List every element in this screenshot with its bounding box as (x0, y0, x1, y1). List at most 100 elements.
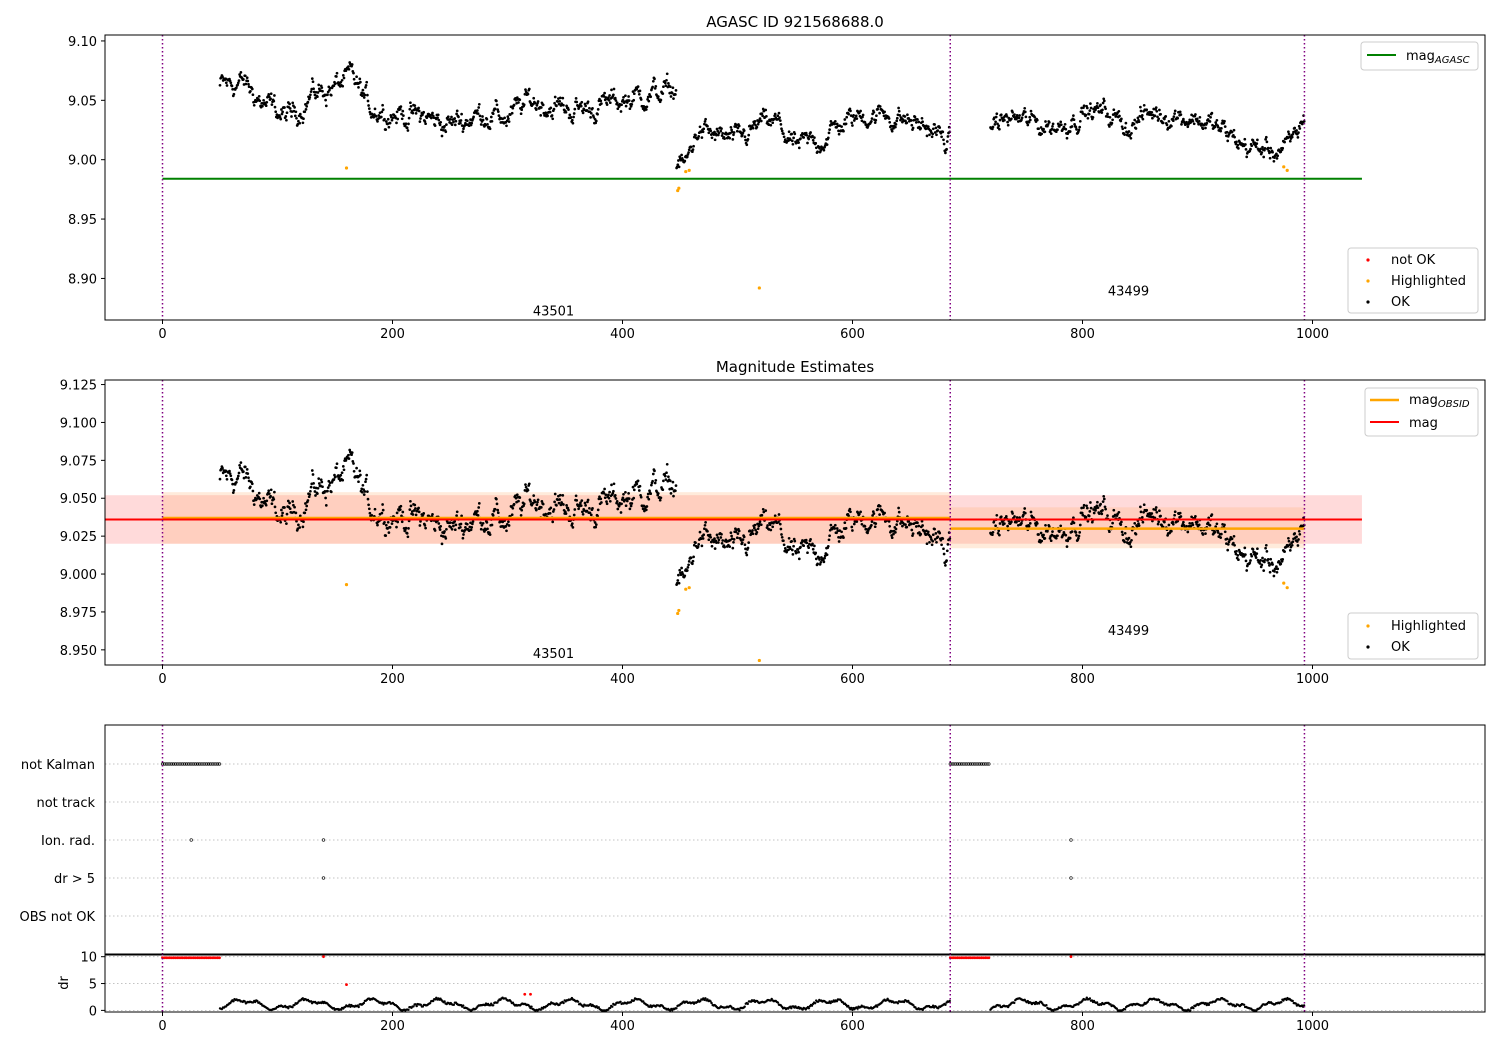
ok-point (381, 508, 385, 512)
dr-point (931, 1004, 935, 1007)
ok-point (424, 122, 427, 126)
ok-point (925, 134, 929, 138)
ok-point (654, 84, 658, 88)
ok-point (607, 496, 611, 500)
ok-point (400, 117, 404, 121)
ok-point (465, 522, 469, 526)
y-tick-label: 8.90 (68, 272, 97, 287)
dr-point (562, 1001, 565, 1005)
ok-point (269, 488, 273, 492)
ok-point (665, 78, 668, 82)
ok-point (627, 492, 630, 495)
ok-point (632, 488, 636, 492)
ok-point (661, 92, 665, 95)
ok-point (274, 110, 278, 114)
ok-point (1288, 139, 1292, 143)
ok-point (270, 502, 274, 506)
ok-point (231, 491, 235, 494)
ok-point (1251, 548, 1255, 551)
ok-point (445, 527, 448, 531)
ok-point (859, 109, 862, 113)
ok-point (1078, 531, 1082, 534)
ok-point (506, 115, 510, 118)
ok-point (662, 85, 665, 89)
ok-point (347, 67, 351, 71)
ok-point (916, 118, 919, 121)
ok-point (939, 538, 943, 542)
ok-point (591, 507, 594, 510)
flag-point (983, 762, 987, 766)
ok-point (1070, 125, 1074, 128)
ok-point (323, 93, 327, 97)
ok-point (691, 562, 694, 566)
ok-point (440, 542, 444, 546)
ok-point (417, 510, 421, 514)
ok-point (1268, 570, 1272, 574)
ok-point (396, 117, 400, 121)
ok-point (721, 539, 725, 542)
ok-point (678, 568, 682, 572)
ok-point (1037, 127, 1040, 131)
ok-point (997, 529, 1001, 533)
ok-point (630, 502, 634, 505)
ok-point (436, 113, 440, 117)
ok-point (925, 542, 929, 546)
ok-point (1206, 521, 1210, 525)
ok-point (1256, 138, 1259, 142)
ok-point (1234, 552, 1238, 556)
ok-point (596, 112, 599, 116)
ok-point (539, 506, 543, 509)
ok-point (479, 118, 482, 121)
ok-point (743, 135, 747, 139)
ok-point (251, 93, 255, 97)
ok-point (740, 133, 744, 137)
ok-point (257, 491, 261, 495)
highlighted-point (676, 611, 680, 616)
flag-point (192, 762, 196, 766)
ok-point (1236, 554, 1240, 557)
ok-point (1078, 523, 1082, 527)
ok-point (1264, 135, 1268, 139)
ok-point (552, 508, 556, 511)
ok-point (883, 511, 886, 515)
ok-point (414, 107, 417, 110)
ok-point (635, 482, 639, 486)
ok-point (769, 528, 773, 532)
ok-point (999, 515, 1003, 519)
ok-point (723, 545, 726, 549)
ok-point (571, 121, 575, 125)
ok-point (593, 521, 597, 524)
ok-point (258, 99, 262, 103)
ok-point (384, 120, 388, 123)
ok-point (930, 135, 934, 139)
ok-point (1243, 137, 1247, 141)
ok-point (945, 549, 949, 553)
legend-highlighted: Highlighted (1391, 619, 1466, 634)
ok-point (671, 86, 675, 90)
ok-point (1049, 132, 1053, 135)
ok-point (1026, 123, 1030, 127)
ok-point (517, 499, 520, 503)
ok-point (505, 529, 508, 533)
ok-point (573, 107, 577, 111)
ok-point (541, 103, 545, 107)
ok-point (1112, 508, 1116, 512)
flag-point (171, 762, 176, 766)
ok-point (659, 496, 663, 500)
ok-point (1216, 531, 1220, 534)
ok-point (851, 124, 854, 127)
ok-point (224, 474, 228, 478)
ok-point (280, 514, 284, 518)
ok-point (905, 121, 909, 125)
ok-point (581, 111, 585, 115)
ok-point (1099, 103, 1102, 107)
flag-point (961, 762, 965, 766)
ok-point (756, 122, 760, 126)
ok-point (1133, 521, 1137, 525)
ok-point (720, 134, 724, 137)
ok-point (1186, 125, 1190, 129)
ok-point (534, 508, 538, 512)
ok-point (585, 509, 589, 513)
ok-point (584, 104, 587, 108)
